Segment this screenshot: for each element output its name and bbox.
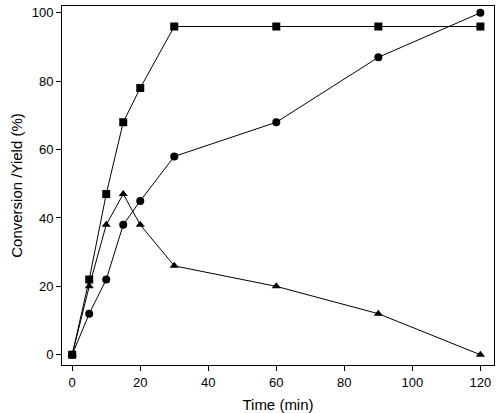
svg-text:60: 60 [39,142,53,157]
svg-text:Time (min): Time (min) [242,396,313,413]
svg-text:20: 20 [133,375,147,390]
svg-text:80: 80 [337,375,351,390]
svg-text:0: 0 [46,347,53,362]
svg-text:100: 100 [32,5,54,20]
svg-text:60: 60 [269,375,283,390]
svg-text:0: 0 [69,375,76,390]
svg-text:40: 40 [39,211,53,226]
svg-text:20: 20 [39,279,53,294]
svg-text:40: 40 [201,375,215,390]
svg-text:120: 120 [470,375,492,390]
svg-text:Conversion /Yield (%): Conversion /Yield (%) [8,113,25,258]
svg-text:80: 80 [39,74,53,89]
svg-text:100: 100 [402,375,424,390]
